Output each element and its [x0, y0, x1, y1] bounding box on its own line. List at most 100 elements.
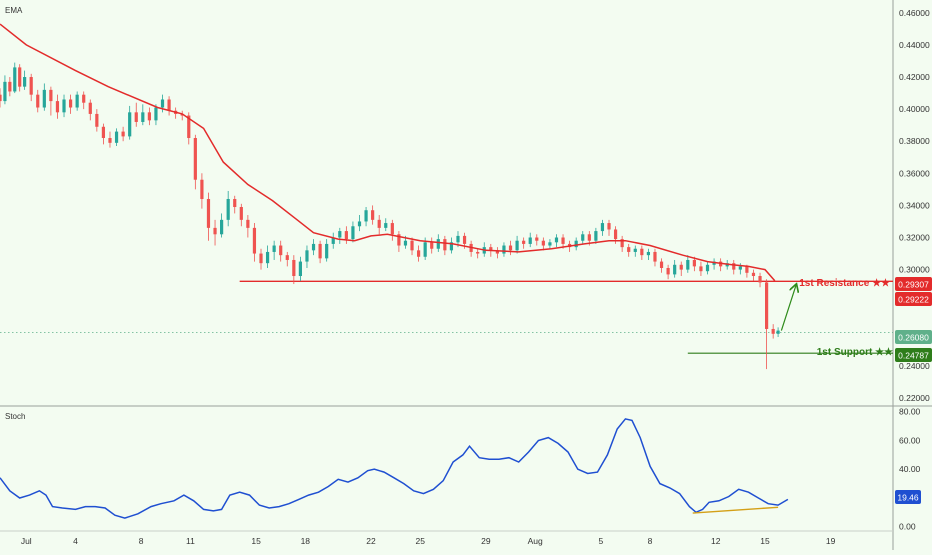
candle-body	[765, 282, 769, 329]
candle-body	[75, 94, 79, 108]
candle-body	[679, 264, 683, 270]
candle-body	[535, 237, 539, 241]
candle-body	[252, 227, 257, 254]
candle-body	[82, 94, 86, 103]
candle-body	[114, 131, 119, 143]
candle-body	[239, 207, 243, 220]
candle-body	[167, 99, 171, 111]
time-tick-label: 19	[826, 536, 836, 546]
candle-body	[265, 251, 270, 264]
candle-body	[659, 261, 664, 268]
candle-body	[686, 259, 690, 270]
price-tick-label: 0.46000	[899, 8, 930, 18]
projection-arrow[interactable]	[780, 285, 796, 331]
candle-body	[88, 102, 92, 114]
candle-body	[351, 226, 355, 240]
candle-body	[233, 198, 237, 208]
candle-body	[508, 245, 513, 251]
price-tick-label: 0.36000	[899, 168, 930, 178]
resistance-label: 1st Resistance ★★	[799, 278, 890, 289]
candle-body	[528, 237, 532, 244]
candle-body	[246, 219, 250, 228]
candle-body	[587, 234, 591, 241]
candle-body	[371, 210, 375, 220]
candle-body	[613, 229, 618, 240]
candle-body	[55, 101, 60, 113]
candle-body	[574, 240, 578, 248]
price-tick-label: 0.30000	[899, 265, 930, 275]
candle-body	[42, 89, 46, 108]
candle-body	[640, 248, 644, 256]
time-tick-label: Aug	[528, 536, 543, 546]
stoch-value-badge: 19.46	[895, 490, 921, 504]
candle-body	[213, 227, 217, 235]
candle-body	[462, 235, 467, 244]
time-tick-label: 15	[251, 536, 261, 546]
candle-body	[554, 237, 559, 243]
candle-body	[279, 245, 283, 256]
candle-body	[403, 240, 408, 246]
candle-body	[502, 245, 506, 254]
time-tick-label: 15	[760, 536, 770, 546]
candle-body	[3, 81, 7, 102]
resistance-upper-badge: 0.29307	[895, 277, 932, 291]
candle-body	[187, 115, 191, 139]
candle-body	[410, 240, 414, 251]
candle-body	[68, 99, 73, 108]
candle-body	[49, 89, 53, 102]
candle-body	[226, 198, 230, 220]
candle-body	[489, 247, 493, 251]
price-tick-label: 0.32000	[899, 233, 930, 243]
candle-body	[758, 276, 762, 283]
price-tick-label: 0.40000	[899, 104, 930, 114]
current-price-value: 0.26080	[898, 333, 929, 343]
candle-body	[495, 250, 499, 254]
stoch-tick-label: 0.00	[899, 522, 916, 532]
time-tick-label: Jul	[21, 536, 32, 546]
candle-body	[732, 263, 736, 270]
candle-body	[692, 259, 696, 267]
candle-body	[515, 240, 519, 251]
divergence-line[interactable]	[692, 506, 779, 514]
candle-body	[200, 179, 204, 199]
support-badge: 0.24787	[895, 348, 932, 362]
stoch-tick-label: 80.00	[899, 407, 921, 417]
candle-body	[436, 239, 440, 249]
candle-body	[134, 112, 138, 122]
support-value: 0.24787	[898, 351, 929, 361]
candle-body	[13, 67, 17, 92]
candle-body	[476, 251, 480, 254]
candle-body	[666, 267, 670, 275]
price-indicator-label[interactable]: EMA	[5, 6, 23, 15]
candle-body	[449, 242, 454, 251]
candle-body	[745, 266, 749, 273]
candle-body	[620, 239, 624, 248]
time-tick-label: 8	[139, 536, 144, 546]
candle-body	[101, 126, 106, 139]
candle-body	[344, 231, 348, 240]
time-tick-label: 18	[301, 536, 311, 546]
candle-body	[357, 221, 362, 227]
candle-body	[594, 231, 598, 241]
time-tick-label: 29	[481, 536, 491, 546]
candle-body	[633, 248, 637, 252]
ema-line[interactable]	[0, 23, 776, 282]
candle-body	[36, 94, 40, 108]
oscillator-indicator-label[interactable]: Stoch	[5, 412, 25, 421]
candle-body	[430, 242, 434, 249]
candle-body	[95, 113, 99, 127]
candle-body	[206, 198, 211, 228]
candle-body	[673, 264, 677, 275]
candles	[0, 62, 780, 370]
candle-body	[364, 210, 368, 222]
candle-body	[771, 328, 775, 334]
stoch-line[interactable]	[0, 418, 789, 519]
resistance-lower-badge: 0.29222	[895, 292, 932, 306]
candle-body	[272, 245, 276, 252]
candle-body	[738, 266, 742, 270]
candle-body	[653, 251, 657, 262]
candle-body	[390, 223, 394, 235]
candle-body	[416, 250, 421, 257]
